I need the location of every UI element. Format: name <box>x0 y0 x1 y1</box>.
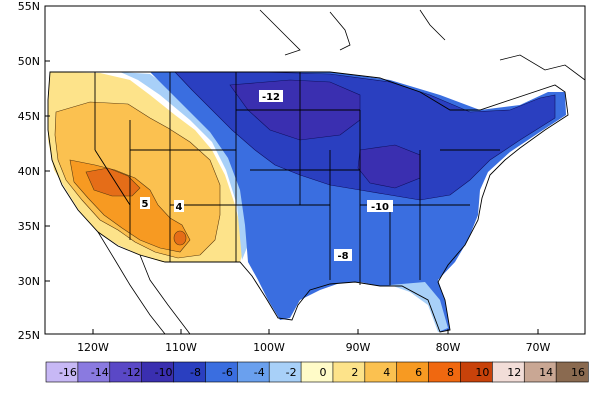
colorbar-label: -2 <box>286 366 297 379</box>
colorbar-swatch <box>396 361 430 383</box>
lat-label: 30N <box>18 275 40 288</box>
canada-coast <box>499 54 586 81</box>
colorbar-label: 6 <box>415 366 422 379</box>
contour-label-box <box>259 90 283 102</box>
colorbar-label: 16 <box>571 366 585 379</box>
lat-label: 35N <box>18 220 40 233</box>
colorbar-label: 14 <box>539 366 553 379</box>
lat-label: 55N <box>18 0 40 13</box>
lat-label: 25N <box>18 329 40 342</box>
lon-label: 80W <box>436 341 461 354</box>
coastline-hints <box>97 9 586 335</box>
lon-label: 70W <box>526 341 551 354</box>
colorbar-label: -12 <box>123 366 141 379</box>
colorbar-swatch <box>300 361 334 383</box>
contour-label: 5 <box>142 199 149 210</box>
colorbar-label: -8 <box>190 366 201 379</box>
contour-label: -10 <box>371 202 389 213</box>
colorbar-label: -10 <box>155 366 173 379</box>
lon-label: 110W <box>165 341 197 354</box>
colorbar-swatch <box>332 361 366 383</box>
transition-light-band <box>120 72 248 260</box>
contour-label-10: -10 <box>367 200 393 213</box>
us-outline <box>47 71 569 333</box>
colorbar-label: 12 <box>507 366 521 379</box>
lon-label: 90W <box>346 341 371 354</box>
colorbar-swatch <box>364 361 398 383</box>
colorbar-label: 8 <box>447 366 454 379</box>
contour-label-box <box>140 197 150 209</box>
contour-label-5: 5 <box>140 197 150 210</box>
lon-ticks <box>92 329 539 334</box>
lon-label: 120W <box>77 341 109 354</box>
colorbar: -16 -14 -12 -10 -8 -6 -4 -2 0 2 4 6 8 10 12 14 16 <box>45 361 589 383</box>
contour-label: -8 <box>337 251 348 262</box>
colorbar-label: -6 <box>222 366 233 379</box>
lat-label: 45N <box>18 110 40 123</box>
colorbar-swatch <box>428 361 462 383</box>
mexico-coast <box>139 254 191 335</box>
lat-label: 40N <box>18 165 40 178</box>
contour-label-8: -8 <box>334 249 352 262</box>
mexico-coast <box>97 231 166 335</box>
colorbar-label: 4 <box>383 366 390 379</box>
contour-label: -12 <box>262 92 280 103</box>
colorbar-label: -4 <box>254 366 265 379</box>
state-line <box>94 149 131 206</box>
colorbar-label: -14 <box>91 366 109 379</box>
lat-ticks <box>45 5 50 282</box>
contour-label-box <box>174 200 184 212</box>
colorbar-label: -16 <box>59 366 77 379</box>
contour-label-box <box>367 200 393 212</box>
colorbar-label: 2 <box>351 366 358 379</box>
colorbar-label: 10 <box>475 366 489 379</box>
colorbar-swatch <box>555 361 589 383</box>
southeast-light-region <box>390 282 448 332</box>
canada-coast <box>419 9 446 41</box>
contour-label: 4 <box>176 202 183 213</box>
canada-coast <box>259 9 301 56</box>
contour-label-box <box>334 249 352 261</box>
lon-label: 100W <box>253 341 285 354</box>
contour-label-4: 4 <box>174 200 184 213</box>
western-peak-region <box>85 167 141 197</box>
colorbar-label: 0 <box>320 366 327 379</box>
map-shading <box>48 71 566 332</box>
western-small-hot-spot <box>173 230 187 246</box>
lat-labels: 55N 50N 45N 40N 35N 30N 25N <box>18 0 40 342</box>
lon-labels: 120W 110W 100W 90W 80W 70W <box>77 341 550 354</box>
lat-label: 50N <box>18 55 40 68</box>
canada-coast <box>329 11 351 51</box>
contour-label-12: -12 <box>259 90 283 103</box>
